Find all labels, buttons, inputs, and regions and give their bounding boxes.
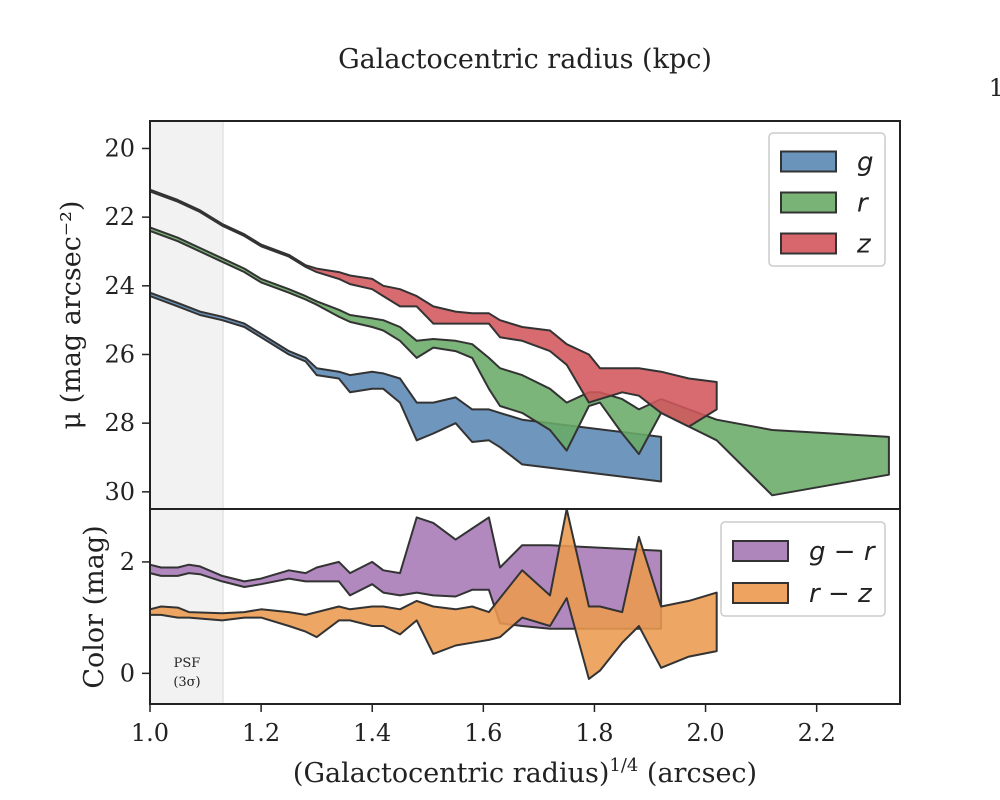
legend-label: z: [856, 230, 872, 260]
legend-label: r: [857, 189, 870, 219]
legend-swatch: [780, 191, 837, 214]
bottom-legend: g − r r − z: [720, 521, 886, 617]
legend-swatch: [732, 540, 789, 562]
legend-label: g − r: [809, 537, 877, 567]
y-tick-label: 20: [104, 134, 135, 162]
x-axis-title: (Galactocentric radius)1/4 (arcsec): [293, 755, 757, 789]
legend-label: g: [857, 148, 874, 178]
band-g: [149, 291, 663, 483]
legend-label: r − z: [809, 579, 873, 609]
top-legend: grz: [768, 132, 886, 267]
top-kpc-ticks: 1020305075100150: [989, 74, 1000, 102]
x-tick-label: 2.0: [686, 719, 724, 747]
bottom-panel: PSF (3σ) 02 1.0 1.2 1.4 1.6 1.8 2.0 2.2 g − rr…: [79, 508, 901, 789]
top-x-axis-title: Galactocentric radius (kpc): [338, 44, 712, 75]
bottom-x-ticks: 1.0 1.2 1.4 1.6 1.8 2.0 2.2: [131, 704, 836, 747]
top-panel: 20 22 24 26 28 30 1020305075100150 grz Galact…: [56, 44, 1000, 510]
top-bands: [149, 188, 890, 497]
psf-label: PSF: [174, 656, 201, 671]
y-tick-label: 26: [104, 340, 135, 368]
legend-swatch: [732, 582, 789, 604]
legend-swatch: [780, 150, 837, 173]
color-y-tick-label: 0: [120, 659, 135, 687]
x-tick-label: 1.4: [353, 719, 391, 747]
y-tick-label: 24: [104, 272, 135, 300]
y-tick-label: 28: [104, 409, 135, 437]
legend-swatch: [780, 232, 837, 255]
x-tick-label: 1.8: [575, 719, 613, 747]
x-tick-label: 1.6: [464, 719, 502, 747]
psf-sigma-label: (3σ): [173, 675, 200, 690]
band-z: [149, 188, 718, 428]
top-y-ticks: 20 22 24 26 28 30: [104, 134, 150, 506]
color-y-tick-label: 2: [120, 548, 135, 576]
top-y-axis-title: μ (mag arcsec⁻²): [56, 201, 87, 430]
bottom-bands: [149, 508, 718, 680]
bottom-frame: [149, 508, 901, 705]
band-r: [149, 226, 890, 497]
band-rz: [149, 508, 718, 680]
bottom-y-ticks: 02: [120, 548, 150, 687]
y-tick-label: 22: [104, 203, 135, 231]
x-tick-label: 1.0: [131, 719, 169, 747]
kpc-tick-label: 10: [989, 74, 1000, 102]
x-tick-label: 1.2: [242, 719, 280, 747]
bottom-y-axis-title: Color (mag): [79, 525, 110, 688]
y-tick-label: 30: [104, 478, 135, 506]
x-tick-label: 2.2: [798, 719, 836, 747]
